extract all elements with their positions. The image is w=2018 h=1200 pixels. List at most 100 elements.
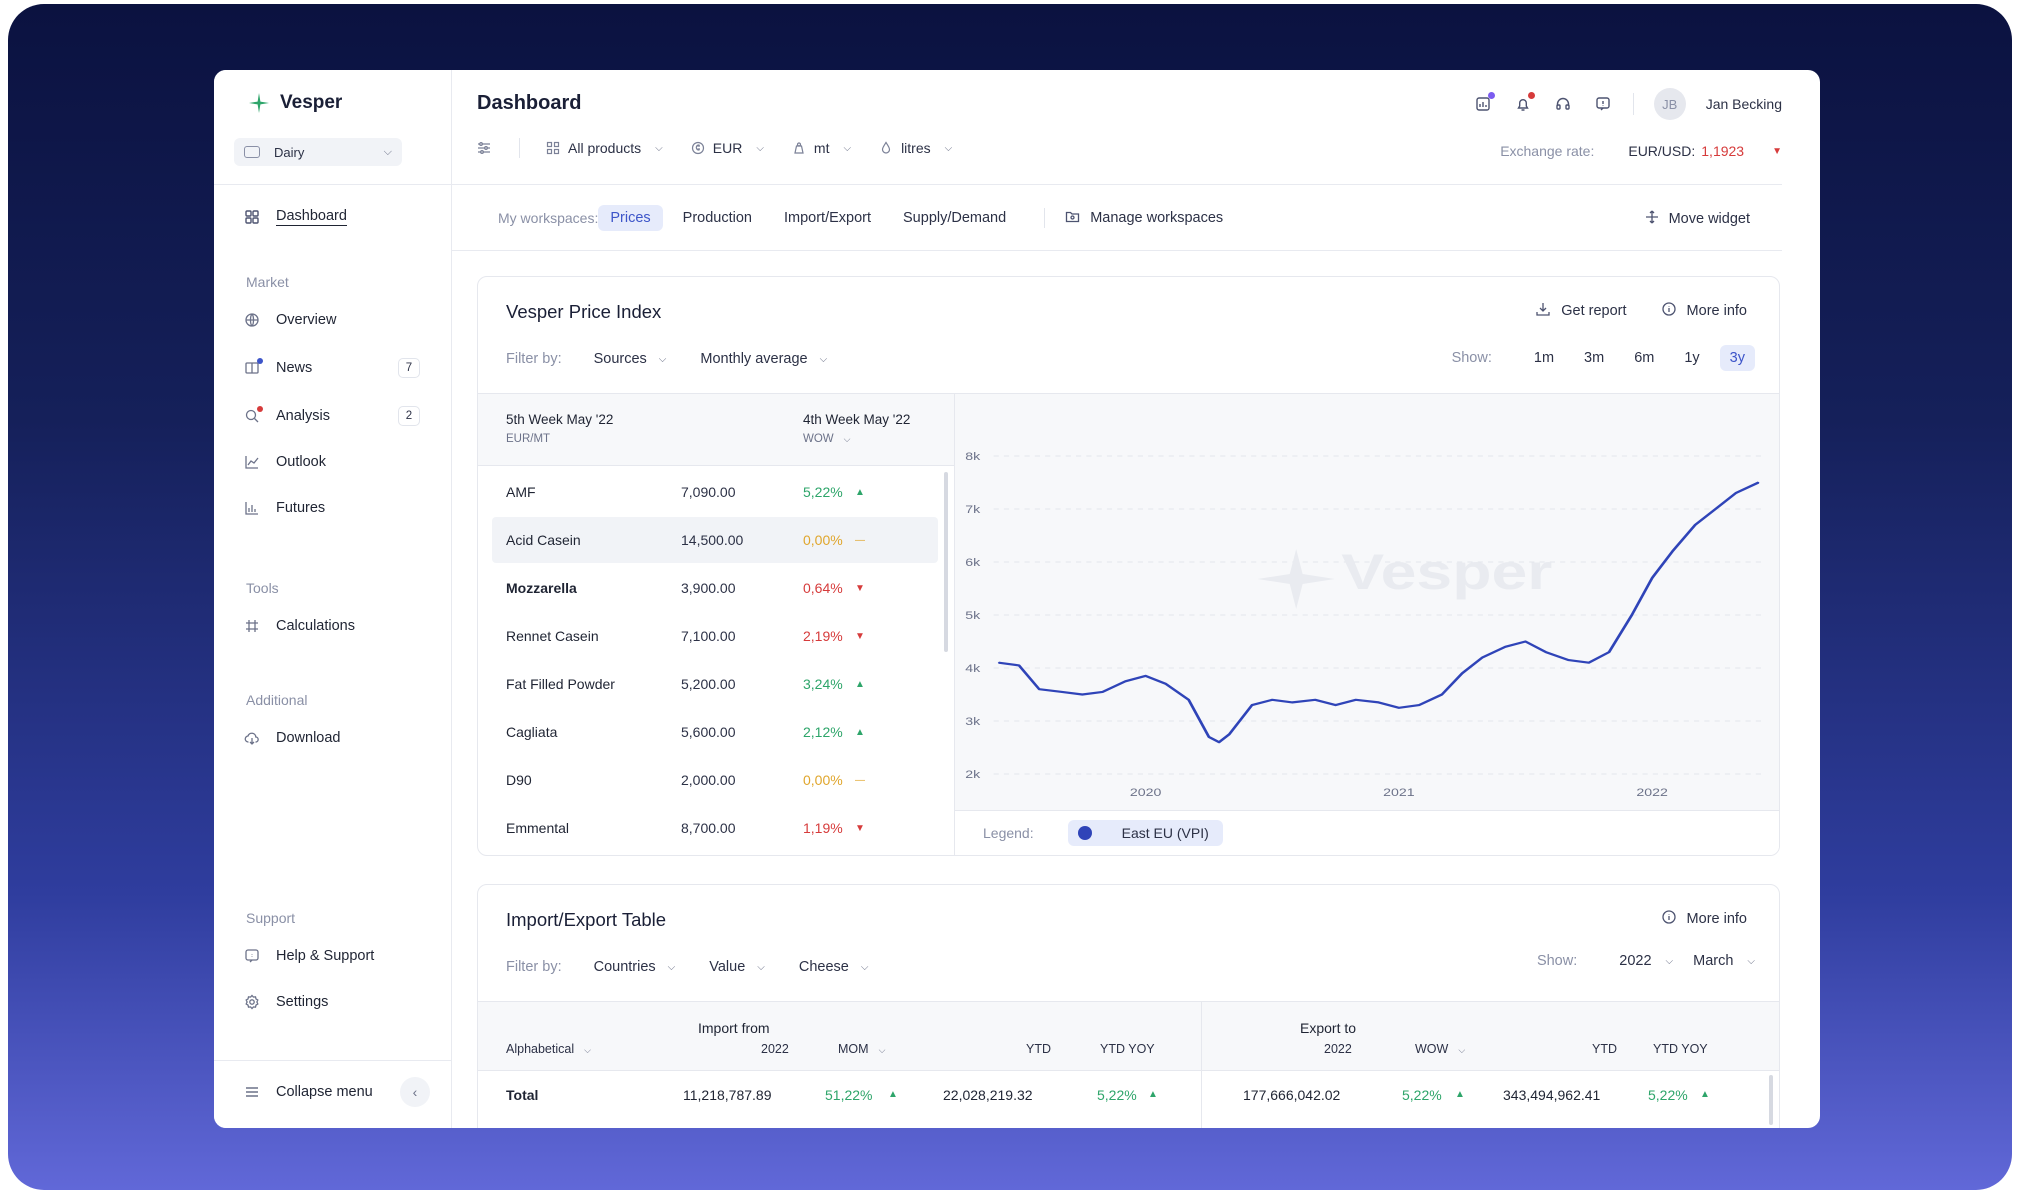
tab-production[interactable]: Production (682, 210, 752, 226)
table-row[interactable]: Emmental 8,700.00 1,19% ▼ (492, 805, 938, 851)
workspace-tabs: My workspaces: Prices Production Import/… (498, 205, 1223, 231)
data-point (997, 662, 1000, 664)
value-dropdown[interactable]: Value ⌵ (709, 959, 765, 975)
vpi-filters: Filter by: Sources ⌵ Monthly average ⌵ (506, 351, 861, 367)
price-chart: 2k 3k 4k 5k 6k 7k 8k 2020 2021 2022 Vesper (955, 394, 1779, 810)
collapse-chevron-button[interactable]: ‹ (400, 1077, 430, 1107)
category-dropdown[interactable]: Cheese ⌵ (799, 959, 869, 975)
sidebar-item-news[interactable]: News 7 (244, 358, 420, 378)
tab-import-export[interactable]: Import/Export (783, 210, 872, 226)
sidebar-item-analysis[interactable]: Analysis 2 (244, 406, 420, 426)
y-tick-label: 6k (965, 556, 981, 568)
table-row[interactable]: AMF 7,090.00 5,22% ▲ (492, 469, 938, 515)
data-point (1441, 693, 1443, 696)
sidebar-item-overview[interactable]: Overview (244, 312, 420, 328)
sidebar-item-outlook[interactable]: Outlook (244, 454, 420, 470)
range-3m[interactable]: 3m (1584, 350, 1605, 366)
trend-up-icon: ▲ (888, 1089, 898, 1100)
news-count-badge: 7 (398, 358, 420, 378)
move-widget-button[interactable]: Move widget (1645, 210, 1750, 228)
notification-dot (257, 406, 263, 412)
range-1m[interactable]: 1m (1533, 350, 1555, 366)
section-additional: Additional (246, 692, 308, 708)
feedback-icon[interactable] (1593, 94, 1613, 114)
more-info-button[interactable]: More info (1661, 909, 1747, 929)
sidebar-item-label: Help & Support (276, 948, 375, 964)
price-table-header: 5th Week May '22 EUR/MT 4th Week May '22… (478, 394, 954, 466)
table-row[interactable]: Fat Filled Powder 5,200.00 3,24% ▲ (492, 661, 938, 707)
data-point (1355, 699, 1357, 701)
product-name: Mozzarella (506, 580, 577, 596)
product-name: Acid Casein (506, 532, 581, 548)
import-col-mom[interactable]: MOM ⌵ (838, 1042, 886, 1056)
avatar[interactable]: JB (1653, 88, 1686, 120)
scrollbar[interactable] (944, 472, 948, 652)
bell-icon[interactable] (1513, 92, 1535, 114)
product-icon (244, 146, 260, 158)
unit-dropdown[interactable]: mt ⌵ (792, 140, 851, 156)
table-row[interactable]: D90 2,000.00 0,00% — (492, 757, 938, 803)
sidebar-item-download[interactable]: Download (244, 730, 420, 746)
get-report-button[interactable]: Get report (1535, 301, 1627, 321)
info-icon (1661, 909, 1677, 929)
value-value: Value (709, 959, 746, 975)
manage-workspaces-button[interactable]: Manage workspaces (1065, 209, 1223, 228)
logo[interactable]: Vesper (248, 92, 342, 114)
report-icon[interactable] (1473, 92, 1495, 114)
sidebar-item-calculations[interactable]: Calculations (244, 618, 420, 634)
sidebar-item-dashboard[interactable]: Dashboard (244, 208, 420, 226)
table-row[interactable]: Total 11,218,787.89 51,22% ▲ 22,028,219.… (478, 1071, 1779, 1121)
year-dropdown[interactable]: 2022 ⌵ (1619, 953, 1673, 969)
headset-icon[interactable] (1553, 94, 1573, 114)
volume-dropdown[interactable]: litres ⌵ (879, 140, 952, 156)
tab-prices[interactable]: Prices (598, 205, 663, 231)
volume-value: litres (901, 140, 931, 156)
table-row[interactable]: Acid Casein 14,500.00 0,00% — (492, 517, 938, 563)
sidebar-item-help[interactable]: Help & Support (244, 948, 420, 964)
collapse-menu[interactable]: Collapse menu (244, 1084, 420, 1100)
product-price: 5,600.00 (681, 724, 736, 740)
data-point (1061, 691, 1063, 693)
sidebar-item-futures[interactable]: Futures (244, 500, 420, 516)
average-dropdown[interactable]: Monthly average ⌵ (700, 351, 827, 367)
sort-dropdown[interactable]: Alphabetical ⌵ (506, 1042, 591, 1056)
range-6m[interactable]: 6m (1634, 350, 1655, 366)
currency-dropdown[interactable]: EUR ⌵ (691, 140, 764, 156)
table-row[interactable]: Rennet Casein 7,100.00 2,19% ▼ (492, 613, 938, 659)
tab-supply-demand[interactable]: Supply/Demand (903, 210, 1007, 226)
data-point (1271, 699, 1274, 701)
table-row[interactable]: Mozzarella 3,900.00 0,64% ▼ (492, 565, 938, 611)
month-dropdown[interactable]: March ⌵ (1693, 953, 1755, 969)
user-name[interactable]: Jan Becking (1705, 96, 1782, 112)
products-dropdown[interactable]: All products ⌵ (546, 140, 663, 156)
product-select[interactable]: Dairy ⌵ (234, 138, 402, 166)
chevron-down-icon: ⌵ (843, 142, 852, 154)
product-price: 2,000.00 (681, 772, 736, 788)
data-point (1124, 680, 1127, 682)
caret-down-icon[interactable]: ▼ (1772, 145, 1782, 157)
sources-dropdown[interactable]: Sources ⌵ (594, 351, 667, 367)
data-point (1377, 701, 1380, 704)
data-point (1757, 481, 1760, 484)
vesper-price-index-card: Vesper Price Index Get report More info (477, 276, 1780, 856)
price-chart-svg: 2k 3k 4k 5k 6k 7k 8k 2020 2021 2022 Vesper (965, 450, 1767, 799)
column-previous-week[interactable]: 4th Week May '22 WOW ⌵ (803, 412, 910, 445)
countries-dropdown[interactable]: Countries ⌵ (594, 959, 676, 975)
data-point (1504, 646, 1507, 648)
series-line-east-eu-vpi (998, 481, 1760, 744)
filter-settings-button[interactable] (477, 141, 491, 155)
import-export-card: Import/Export Table More info Filter by:… (477, 884, 1780, 1128)
legend-item[interactable]: East EU (VPI) (1067, 820, 1223, 846)
divider (1044, 208, 1046, 228)
more-info-button[interactable]: More info (1661, 301, 1747, 321)
range-3y[interactable]: 3y (1719, 345, 1755, 371)
scrollbar[interactable] (1769, 1075, 1773, 1125)
sidebar-item-settings[interactable]: Settings (244, 994, 420, 1010)
export-col-wow[interactable]: WOW ⌵ (1415, 1042, 1466, 1056)
product-price: 7,100.00 (681, 628, 736, 644)
trend-up-icon: ▲ (1700, 1089, 1710, 1100)
column-compare-dropdown[interactable]: WOW ⌵ (803, 433, 851, 445)
chevron-down-icon: ⌵ (667, 961, 676, 973)
range-1y[interactable]: 1y (1684, 350, 1700, 366)
table-row[interactable]: Cagliata 5,600.00 2,12% ▲ (492, 709, 938, 755)
